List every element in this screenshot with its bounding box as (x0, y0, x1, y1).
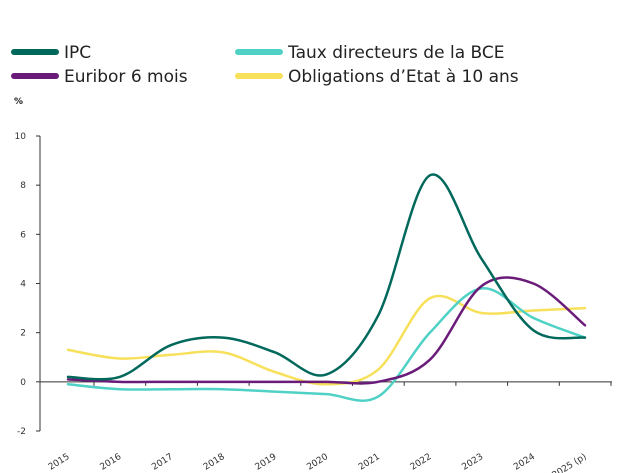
series-line (66, 173, 587, 381)
y-axis-label: % (14, 97, 23, 107)
series-line (66, 287, 587, 402)
legend-label: Taux directeurs de la BCE (287, 43, 504, 63)
x-tick-label: 2024 (512, 452, 537, 473)
y-tick-label: 0 (20, 378, 26, 388)
y-tick-label: 6 (20, 230, 26, 240)
x-tick-label: 2023 (460, 452, 485, 473)
y-tick-label: 2 (20, 329, 26, 339)
y-tick-label: 4 (20, 280, 26, 290)
x-tick-label: 2015 (47, 452, 72, 473)
legend-label: IPC (64, 43, 91, 63)
x-tick-label: 2019 (254, 452, 279, 473)
x-tick-label: 2022 (409, 452, 434, 473)
y-tick-label: 10 (15, 132, 27, 142)
x-tick-label: 2018 (202, 452, 227, 473)
x-tick-label: 2017 (150, 452, 175, 473)
series-line (66, 294, 587, 386)
series-line (66, 276, 587, 385)
x-tick-label: 2025 (p) (551, 452, 589, 473)
x-tick-label: 2016 (99, 452, 124, 473)
y-tick-label: -2 (17, 427, 26, 437)
x-tick-label: 2020 (305, 452, 330, 473)
x-tick-label: 2021 (357, 452, 382, 473)
y-tick-label: 8 (20, 181, 26, 191)
legend-label: Obligations d’Etat à 10 ans (288, 67, 519, 87)
legend-label: Euribor 6 mois (64, 67, 188, 87)
